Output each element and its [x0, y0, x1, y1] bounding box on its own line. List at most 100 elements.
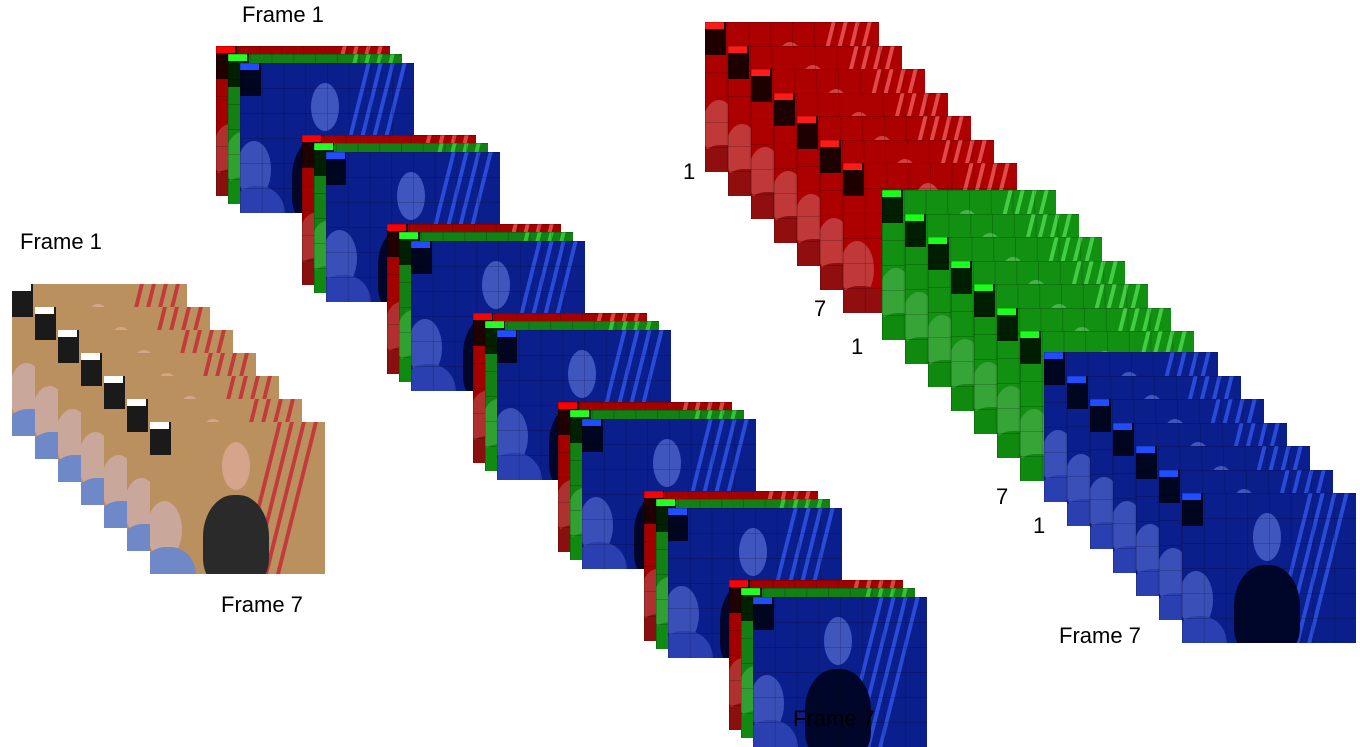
corner-block [150, 422, 171, 456]
corner-block [667, 508, 689, 541]
person-head [396, 171, 425, 220]
frame-marker [1113, 422, 1133, 430]
frame-marker [35, 307, 55, 314]
corner-block [974, 284, 995, 317]
frame-grid [753, 597, 927, 747]
corner-block [1090, 399, 1111, 432]
corner-block [843, 163, 864, 196]
frame-marker [905, 213, 925, 221]
frame-marker [1159, 469, 1179, 477]
corner-block [882, 190, 903, 223]
frame-marker [399, 232, 419, 239]
frame-marker [228, 54, 248, 61]
corner-block [820, 139, 841, 173]
frame-marker [325, 152, 345, 159]
person-figure [1234, 565, 1301, 643]
corner-block [496, 330, 518, 363]
person-figure [805, 669, 872, 747]
frame-marker [150, 422, 170, 429]
corner-block [240, 63, 261, 96]
person-figure [202, 494, 269, 574]
frame-marker [753, 597, 773, 604]
corner-block [58, 330, 79, 364]
frame-marker [387, 224, 407, 231]
person-head [653, 438, 682, 487]
green-last-label: 7 [996, 484, 1009, 509]
frame-marker [484, 321, 504, 328]
frame-marker [496, 330, 516, 337]
frame-marker [81, 353, 101, 360]
rgb-frame-last-label: Frame 7 [793, 706, 875, 731]
frame-marker [127, 399, 147, 406]
frame-marker [928, 237, 948, 244]
corner-block [905, 213, 926, 247]
frame-marker [774, 92, 794, 100]
frame-marker [104, 376, 124, 383]
frame-marker [570, 410, 590, 417]
corner-block [753, 597, 774, 630]
corner-block [411, 241, 432, 274]
corner-block [325, 152, 347, 185]
frame-marker [472, 313, 492, 320]
rgb-blue-layer [753, 597, 927, 747]
frame-marker [655, 499, 675, 506]
corner-block [797, 116, 818, 149]
frame-marker [643, 491, 663, 498]
corner-block [705, 22, 726, 55]
frame-marker [705, 22, 725, 29]
frame-marker [313, 143, 333, 150]
corner-block [728, 45, 749, 79]
frame-marker [558, 402, 578, 409]
frame-marker [843, 163, 863, 170]
person-head [221, 441, 250, 491]
corner-block [1136, 446, 1157, 479]
corner-block [997, 307, 1018, 341]
corner-block [127, 399, 148, 433]
frame-marker [216, 46, 236, 53]
corner-block [1067, 375, 1088, 409]
frame-marker [411, 241, 431, 248]
frame-marker [797, 116, 817, 123]
red-first-label: 1 [683, 159, 696, 184]
corner-block [1020, 331, 1041, 364]
frame-marker [582, 419, 602, 426]
corner-block [35, 307, 56, 341]
frame-marker [820, 139, 840, 147]
frame-grid [1182, 493, 1356, 643]
corner-block [582, 419, 603, 452]
frame-marker [1090, 399, 1110, 406]
frame-marker [12, 284, 32, 291]
corner-block [951, 260, 972, 294]
frame-marker [1182, 493, 1202, 500]
corner-block [1044, 352, 1065, 385]
frame-marker [751, 69, 771, 76]
frame-marker [58, 330, 78, 337]
person-head [824, 616, 853, 665]
corner-block [1159, 469, 1180, 503]
natural-frame [150, 422, 325, 574]
natural-frame-first-label: Frame 1 [20, 229, 102, 254]
frame-marker [974, 284, 994, 291]
corner-block [81, 353, 102, 387]
red-last-label: 7 [814, 296, 827, 321]
person-head [311, 82, 340, 131]
frame-marker [240, 63, 260, 70]
frame-marker [1067, 375, 1087, 383]
corner-block [1182, 493, 1203, 526]
corner-block [774, 92, 795, 126]
corner-block [1113, 422, 1134, 456]
blue-channel-frame [1182, 493, 1356, 643]
corner-block [104, 376, 125, 410]
person-head [1253, 512, 1282, 561]
frame-marker [1044, 352, 1064, 359]
channel-frame-last-label: Frame 7 [1059, 623, 1141, 648]
frame-marker [741, 588, 761, 595]
person-head [567, 349, 596, 398]
natural-frame-last-label: Frame 7 [221, 592, 303, 617]
person-head [738, 527, 767, 576]
frame-marker [882, 190, 902, 197]
corner-block [751, 69, 772, 102]
frame-marker [301, 135, 321, 142]
corner-block [12, 284, 33, 318]
